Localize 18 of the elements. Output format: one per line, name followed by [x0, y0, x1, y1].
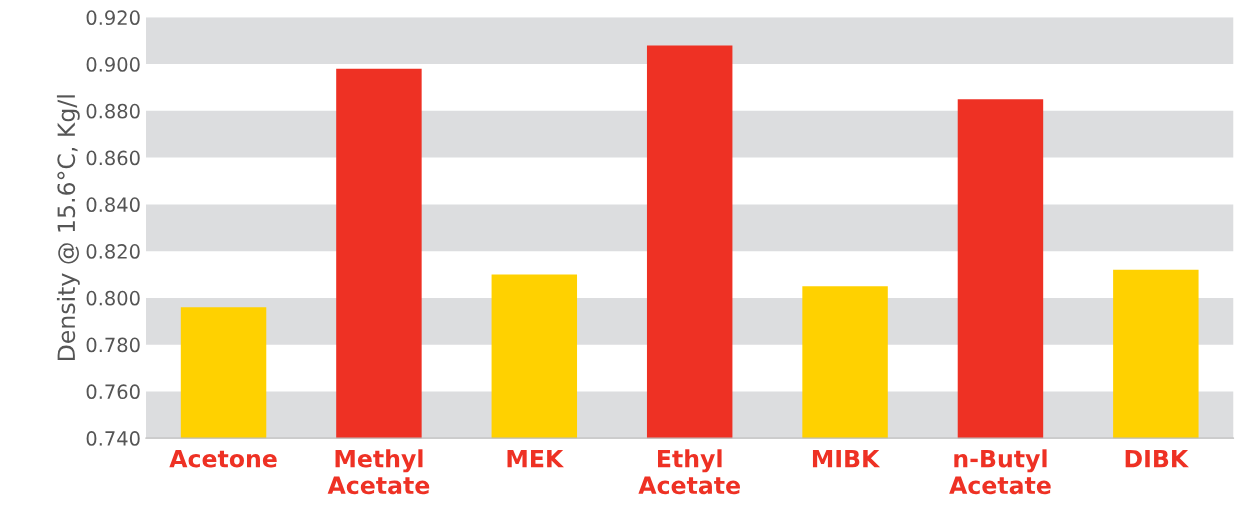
y-tick-label: 0.880 — [86, 103, 140, 119]
y-tick-label: 0.820 — [86, 244, 140, 259]
y-axis-title: Density @ 15.6°C, Kg/l — [56, 95, 80, 361]
y-tick-label: 0.760 — [86, 384, 140, 400]
y-tick-label: 0.860 — [86, 150, 140, 166]
y-tick-label: 0.800 — [86, 290, 140, 306]
x-tick-label: Acetone — [169, 450, 277, 468]
y-tick-label: 0.900 — [86, 57, 140, 72]
y-tick-label: 0.840 — [86, 197, 140, 213]
x-tick-label: MIBK — [812, 450, 881, 468]
x-tick-label: n-Butyl Acetate — [949, 449, 1051, 495]
x-tick-label: Ethyl Acetate — [638, 449, 740, 495]
y-tick-label: 0.920 — [86, 10, 140, 26]
x-tick-label: DIBK — [1125, 450, 1189, 468]
y-tick-label: 0.780 — [86, 337, 140, 353]
x-tick-label: MEK — [507, 450, 564, 468]
x-tick-label: Methyl Acetate — [327, 449, 430, 495]
y-tick-label: 0.740 — [86, 431, 140, 446]
